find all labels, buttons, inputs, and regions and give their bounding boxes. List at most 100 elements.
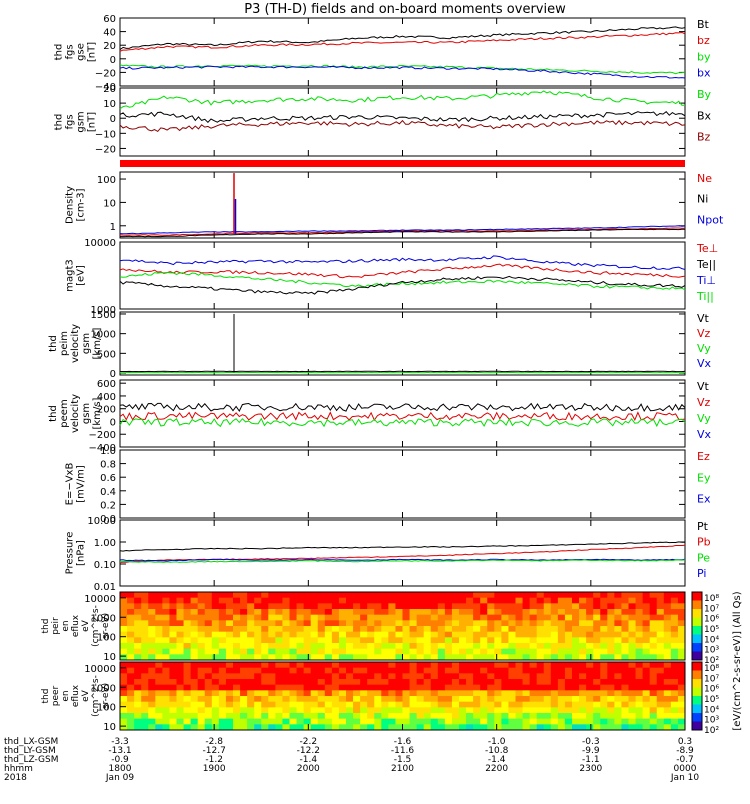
spectrogram-cell (629, 637, 636, 643)
spectrogram-cell (325, 632, 332, 638)
spectrogram-cell (325, 626, 332, 632)
spectrogram-cell (297, 649, 304, 655)
spectrogram-cell (325, 724, 332, 730)
legend-Ni: Ni (697, 193, 708, 206)
spectrogram-cell (452, 702, 459, 708)
spectrogram-cell (226, 615, 233, 621)
spectrogram-cell (191, 724, 198, 730)
colorbar-tick-label: 10⁶ (704, 615, 719, 625)
spectrogram-cell (473, 626, 480, 632)
spectrogram-cell (198, 702, 205, 708)
spectrogram-cell (127, 626, 134, 632)
spectrogram-cell (198, 649, 205, 655)
spectrogram-cell (332, 685, 339, 691)
spectrogram-cell (494, 719, 501, 725)
spectrogram-cell (410, 673, 417, 679)
spectrogram-cell (438, 620, 445, 626)
spectrogram-cell (650, 603, 657, 609)
spectrogram-cell (254, 592, 261, 598)
spectrogram-cell (226, 637, 233, 643)
spectrogram-cell (205, 724, 212, 730)
spectrogram-cell (572, 719, 579, 725)
spectrogram-cell (558, 603, 565, 609)
spectrogram-cell (671, 707, 678, 713)
legend-Npot: Npot (697, 213, 724, 226)
spectrogram-cell (388, 654, 395, 660)
spectrogram-cell (212, 690, 219, 696)
spectrogram-cell (671, 673, 678, 679)
spectrogram-cell (487, 668, 494, 674)
spectrogram-cell (381, 685, 388, 691)
spectrogram-cell (127, 724, 134, 730)
spectrogram-cell (374, 654, 381, 660)
spectrogram-cell (127, 609, 134, 615)
spectrogram-cell (169, 654, 176, 660)
spectrogram-cell (169, 713, 176, 719)
spectrogram-cell (551, 632, 558, 638)
spectrogram-cell (134, 707, 141, 713)
spectrogram-cell (332, 719, 339, 725)
spectrogram-cell (629, 603, 636, 609)
spectrogram-cell (155, 685, 162, 691)
spectrogram-cell (600, 615, 607, 621)
spectrogram-cell (572, 724, 579, 730)
spectrogram-cell (600, 696, 607, 702)
spectrogram-cell (360, 662, 367, 668)
spectrogram-cell (650, 626, 657, 632)
spectrogram-cell (360, 696, 367, 702)
spectrogram-cell (169, 673, 176, 679)
spectrogram-cell (155, 724, 162, 730)
spectrogram-cell (346, 713, 353, 719)
spectrogram-cell (452, 615, 459, 621)
spectrogram-cell (311, 592, 318, 598)
spectrogram-cell (148, 679, 155, 685)
spectrogram-cell (325, 609, 332, 615)
spectrogram-cell (120, 662, 127, 668)
spectrogram-cell (353, 637, 360, 643)
legend-Pe: Pe (697, 551, 710, 564)
spectrogram-cell (593, 685, 600, 691)
spectrogram-cell (367, 603, 374, 609)
spectrogram-cell (311, 724, 318, 730)
spectrogram-cell (621, 643, 628, 649)
spectrogram-cell (558, 685, 565, 691)
spectrogram-cell (247, 668, 254, 674)
spectrogram-cell (332, 707, 339, 713)
y-axis-label: E=−VxB (65, 463, 76, 506)
spectrogram-cell (466, 690, 473, 696)
spectrogram-cell (473, 643, 480, 649)
spectrogram-cell (339, 615, 346, 621)
spectrogram-cell (565, 637, 572, 643)
spectrogram-cell (544, 598, 551, 604)
spectrogram-cell (600, 685, 607, 691)
spectrogram-cell (353, 702, 360, 708)
spectrogram-cell (621, 668, 628, 674)
spectrogram-cell (501, 654, 508, 660)
spectrogram-cell (410, 685, 417, 691)
spectrogram-cell (226, 696, 233, 702)
spectrogram-cell (134, 620, 141, 626)
spectrogram-cell (395, 690, 402, 696)
spectrogram-cell (501, 679, 508, 685)
spectrogram-cell (233, 713, 240, 719)
spectrogram-cell (226, 679, 233, 685)
spectrogram-cell (233, 724, 240, 730)
spectrogram-cell (177, 632, 184, 638)
spectrogram-cell (212, 609, 219, 615)
spectrogram-cell (537, 654, 544, 660)
spectrogram-cell (487, 673, 494, 679)
spectrogram-cell (410, 632, 417, 638)
spectrogram-cell (339, 713, 346, 719)
spectrogram-cell (452, 685, 459, 691)
spectrogram-cell (141, 662, 148, 668)
spectrogram-cell (148, 626, 155, 632)
spectrogram-cell (494, 615, 501, 621)
spectrogram-cell (332, 643, 339, 649)
legend-by: by (697, 50, 711, 63)
spectrogram-cell (523, 615, 530, 621)
spectrogram-cell (282, 609, 289, 615)
spectrogram-cell (537, 637, 544, 643)
spectrogram-cell (318, 643, 325, 649)
spectrogram-cell (445, 713, 452, 719)
spectrogram-cell (417, 696, 424, 702)
